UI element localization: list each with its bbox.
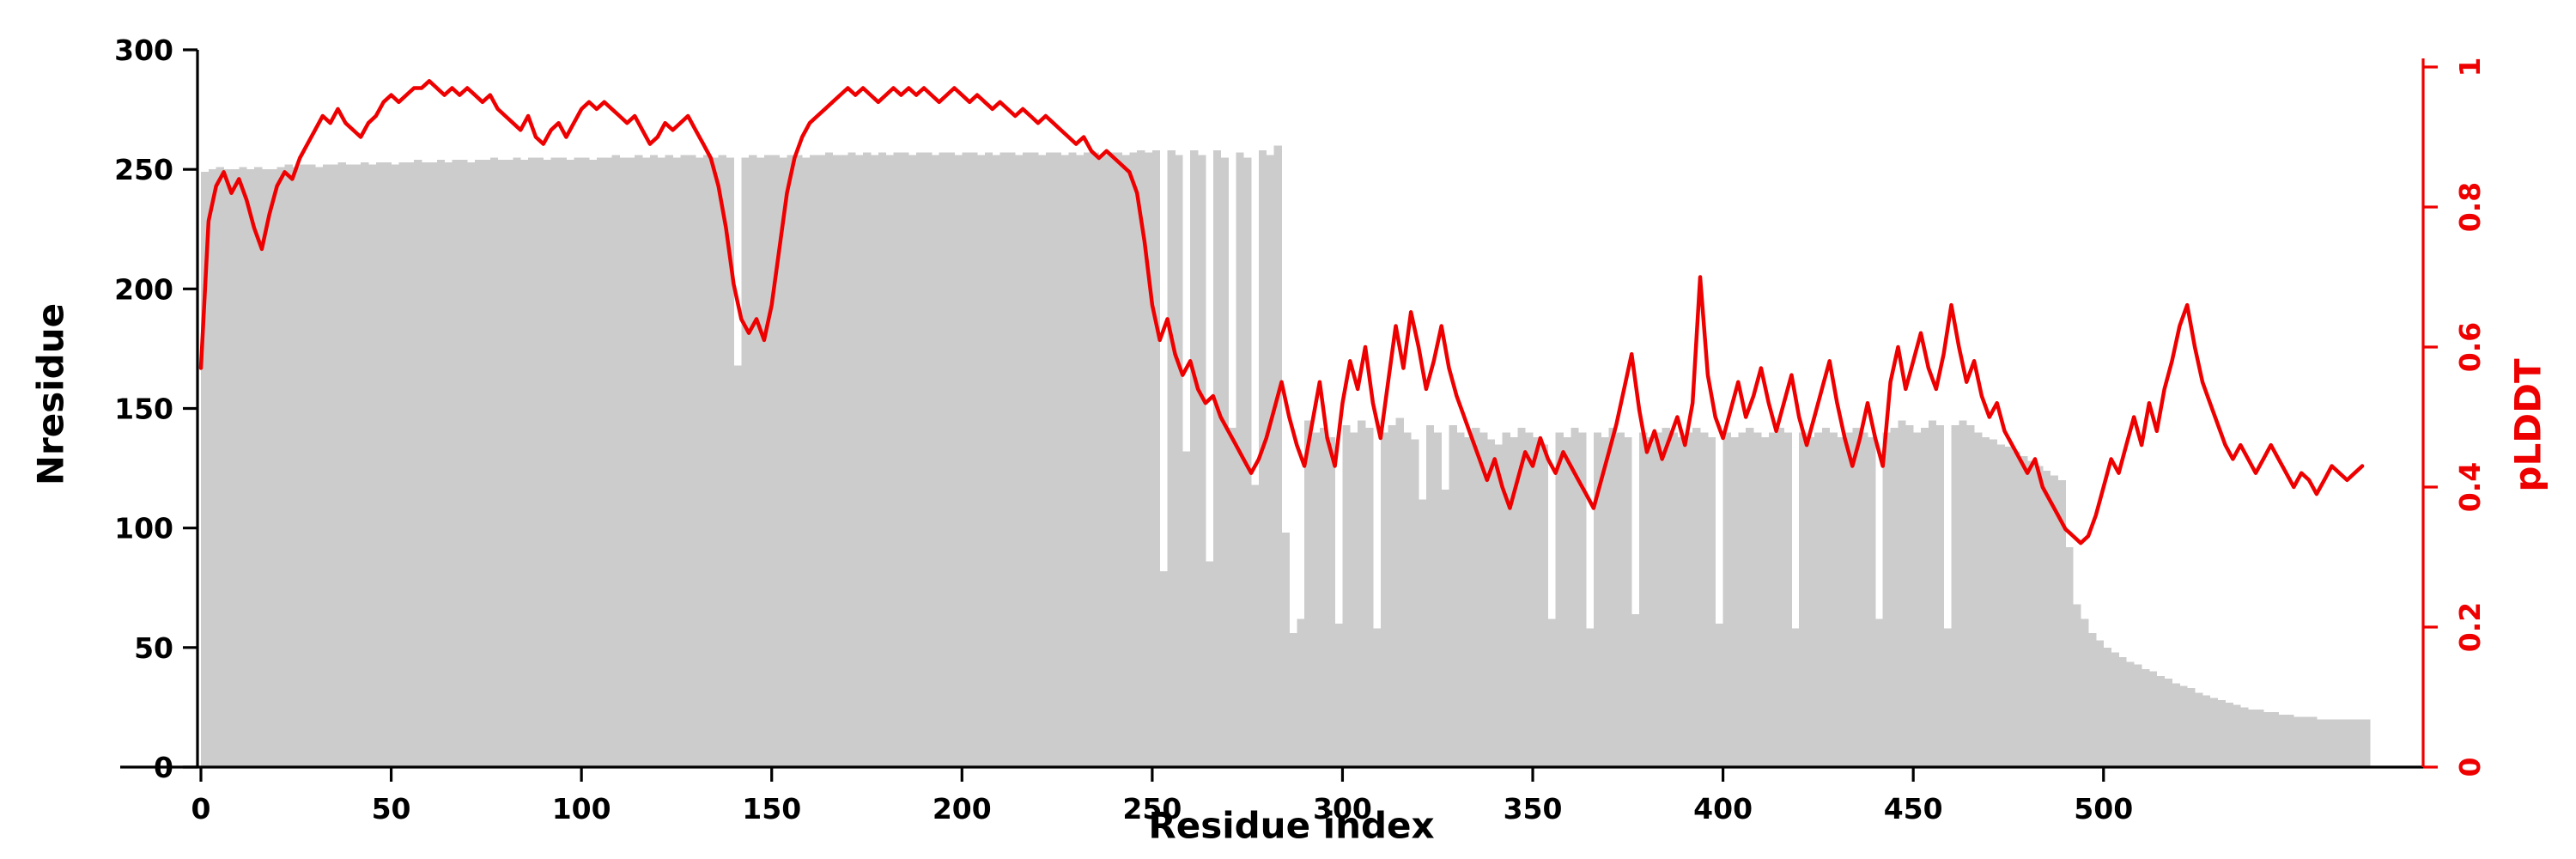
svg-text:500: 500 <box>2074 792 2133 825</box>
svg-text:0.2: 0.2 <box>2453 602 2487 652</box>
svg-text:0.6: 0.6 <box>2453 322 2487 372</box>
y-axis-title-right: pLDDT <box>2506 358 2549 492</box>
svg-text:300: 300 <box>1313 792 1372 825</box>
red-tick-labels: 0 0.2 0.4 0.6 0.8 1 <box>2453 58 2487 777</box>
svg-text:250: 250 <box>1122 792 1182 825</box>
black-axes <box>120 48 2423 782</box>
svg-text:400: 400 <box>1693 792 1753 825</box>
svg-text:450: 450 <box>1884 792 1943 825</box>
svg-text:350: 350 <box>1504 792 1563 825</box>
svg-text:150: 150 <box>742 792 801 825</box>
red-axis <box>2421 58 2438 769</box>
svg-text:250: 250 <box>114 153 173 186</box>
svg-text:100: 100 <box>552 792 611 825</box>
svg-text:200: 200 <box>933 792 992 825</box>
svg-text:0.8: 0.8 <box>2453 182 2487 232</box>
x-axis-title: Residue index <box>1148 804 1435 847</box>
svg-text:50: 50 <box>134 631 173 665</box>
svg-text:0: 0 <box>191 792 211 825</box>
black-tick-labels: 0 50 100 150 200 250 300 350 400 450 500 0 50 100 150 2… <box>114 34 2133 825</box>
svg-text:1: 1 <box>2453 58 2487 77</box>
svg-text:50: 50 <box>372 792 411 825</box>
svg-text:200: 200 <box>114 272 173 306</box>
svg-text:0: 0 <box>154 751 173 784</box>
svg-text:300: 300 <box>114 34 173 67</box>
svg-text:100: 100 <box>114 512 173 545</box>
plddt-line <box>198 79 2365 545</box>
nresidue-bars <box>201 145 2371 768</box>
svg-text:0.4: 0.4 <box>2453 462 2487 512</box>
svg-text:150: 150 <box>114 393 173 426</box>
svg-text:0: 0 <box>2453 758 2487 777</box>
y-axis-title-left: Nresidue <box>29 302 72 486</box>
